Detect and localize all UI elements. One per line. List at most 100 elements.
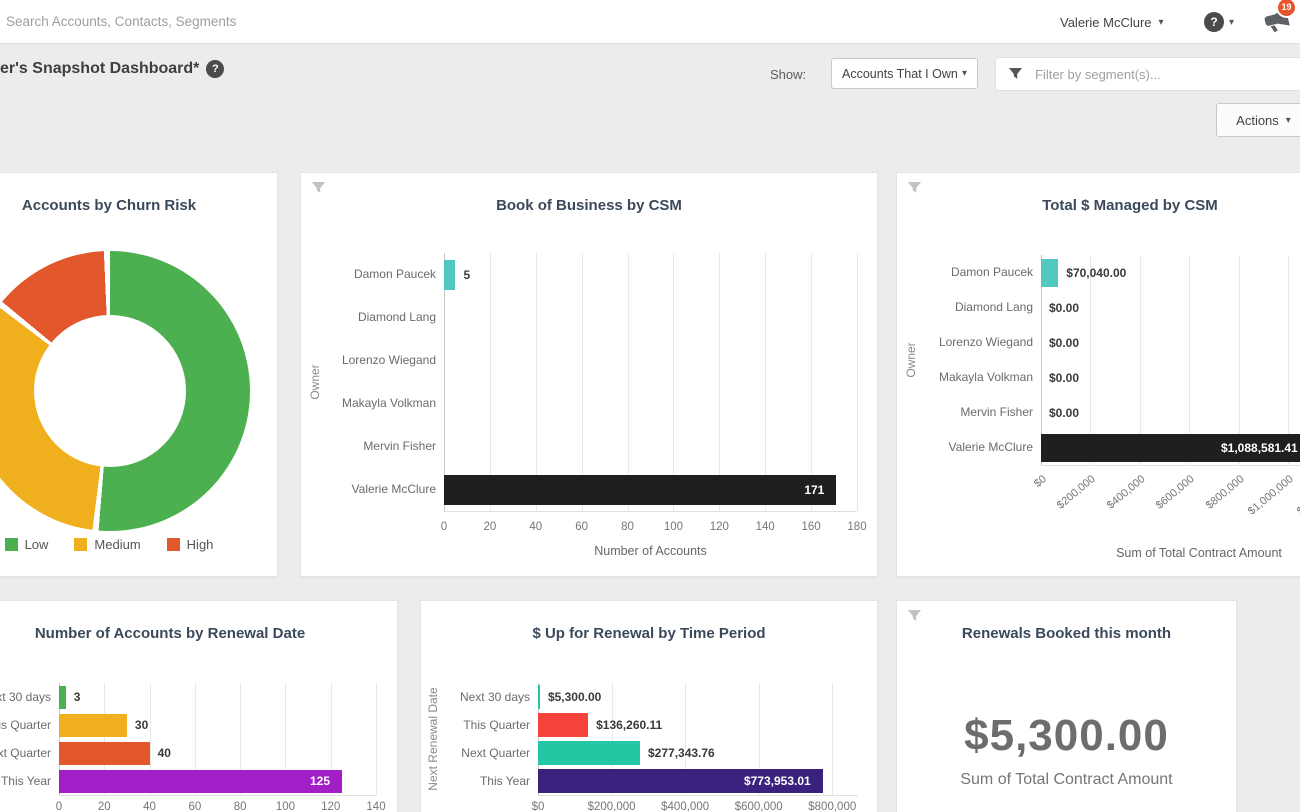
card-total-dollars-managed-by-csm: Total $ Managed by CSM $0$200,000$400,00…	[896, 172, 1300, 577]
axis-tick-label: $600,000	[735, 801, 783, 812]
axis-tick-label: 140	[366, 801, 385, 812]
bar-value-label: $0.00	[1049, 399, 1079, 427]
bar-value-label: $5,300.00	[548, 685, 601, 709]
show-dropdown-value: Accounts That I Own	[842, 67, 958, 81]
axis-tick-label: 20	[98, 801, 111, 812]
legend-swatch	[5, 538, 18, 551]
donut-chart[interactable]	[0, 251, 250, 531]
gridline	[765, 253, 766, 511]
bar-value-label: $0.00	[1049, 329, 1079, 357]
bar-value-label: 3	[74, 686, 81, 709]
axis-tick-label: 140	[756, 521, 775, 533]
bar-value-label: 125	[59, 770, 342, 793]
bar-chart: 020406080100120140Next 30 days3This Quar…	[0, 601, 397, 812]
user-name: Valerie McClure	[1060, 15, 1152, 30]
bar[interactable]	[59, 714, 127, 737]
chevron-down-icon: ▾	[1229, 17, 1234, 28]
category-label: Diamond Lang	[897, 290, 1033, 325]
bar-value-label: $277,343.76	[648, 741, 715, 765]
gridline	[832, 683, 833, 795]
card-accounts-by-churn-risk: Accounts by Churn Risk Low Medium High	[0, 172, 278, 577]
chart-legend: Low Medium High	[0, 537, 277, 552]
page-help-icon[interactable]: ?	[206, 60, 224, 78]
user-menu[interactable]: Valerie McClure ▾	[1060, 0, 1164, 44]
category-label: Diamond Lang	[301, 296, 436, 339]
category-label: Next Quarter	[0, 739, 51, 767]
actions-button[interactable]: Actions ▾	[1216, 103, 1300, 137]
bar[interactable]	[444, 260, 455, 290]
legend-label: High	[187, 537, 214, 552]
axis-tick-label: 60	[575, 521, 588, 533]
x-axis-line	[444, 511, 857, 512]
axis-tick-label: 0	[56, 801, 62, 812]
y-axis-title: Owner	[904, 342, 918, 377]
filter-icon	[1008, 67, 1023, 82]
show-dropdown[interactable]: Accounts That I Own ▾	[831, 58, 978, 89]
x-axis-line	[538, 795, 858, 796]
category-label: Next 30 days	[0, 683, 51, 711]
axis-tick-label: 40	[529, 521, 542, 533]
axis-tick-label: $1,200,000	[1295, 473, 1300, 518]
category-label: Valerie McClure	[897, 430, 1033, 465]
legend-item[interactable]: Medium	[74, 537, 140, 552]
chart-title: Renewals Booked this month	[897, 625, 1236, 642]
card-book-of-business-by-csm: Book of Business by CSM 0204060801001201…	[300, 172, 878, 577]
category-label: Damon Paucek	[897, 255, 1033, 290]
axis-tick-label: $800,000	[1203, 473, 1246, 512]
x-axis-line	[59, 795, 376, 796]
bar-value-label: $1,088,581.41	[1041, 434, 1300, 462]
legend-item[interactable]: Low	[5, 537, 49, 552]
axis-tick-label: $0	[532, 801, 545, 812]
axis-tick-label: $1,000,000	[1246, 473, 1296, 518]
bar[interactable]	[59, 742, 150, 765]
axis-tick-label: $600,000	[1154, 473, 1197, 512]
axis-tick-label: $800,000	[808, 801, 856, 812]
bar[interactable]	[538, 685, 540, 709]
y-axis-title: Next Renewal Date	[426, 687, 440, 790]
bar[interactable]	[1041, 259, 1058, 287]
bar[interactable]	[538, 741, 640, 765]
notification-badge: 19	[1276, 0, 1297, 18]
category-label: This Year	[0, 767, 51, 795]
gridline	[376, 683, 377, 795]
axis-tick-label: 0	[441, 521, 447, 533]
chart-title: Accounts by Churn Risk	[0, 197, 277, 214]
segment-filter-input[interactable]	[1035, 67, 1292, 82]
bar[interactable]	[59, 686, 66, 709]
metric-subtitle: Sum of Total Contract Amount	[897, 771, 1236, 789]
axis-tick-label: 80	[234, 801, 247, 812]
filter-icon[interactable]	[907, 609, 922, 624]
page-title: er's Snapshot Dashboard*	[0, 60, 199, 78]
metric-value: $5,300.00	[897, 711, 1236, 761]
axis-tick-label: 60	[188, 801, 201, 812]
bar-value-label: 5	[463, 260, 470, 290]
segment-filter[interactable]	[995, 57, 1300, 91]
axis-tick-label: 100	[664, 521, 683, 533]
axis-tick-label: 40	[143, 801, 156, 812]
y-axis-title: Owner	[308, 364, 322, 399]
legend-item[interactable]: High	[167, 537, 214, 552]
notifications-button[interactable]: 19	[1260, 4, 1300, 42]
global-search-input[interactable]	[6, 0, 426, 43]
card-number-of-accounts-by-renewal-date: Number of Accounts by Renewal Date 02040…	[0, 600, 398, 812]
axis-tick-label: 180	[847, 521, 866, 533]
axis-tick-label: 120	[710, 521, 729, 533]
legend-label: Medium	[94, 537, 140, 552]
axis-tick-label: $0	[1032, 473, 1049, 490]
chevron-down-icon: ▾	[1159, 17, 1164, 28]
bar[interactable]	[538, 713, 588, 737]
chevron-down-icon: ▾	[1286, 115, 1291, 126]
gridline	[536, 253, 537, 511]
axis-tick-label: $200,000	[1055, 473, 1098, 512]
gridline	[673, 253, 674, 511]
bar-chart: $0$200,000$400,000$600,000$800,000$1,000…	[897, 173, 1300, 576]
gridline	[490, 253, 491, 511]
topbar: Valerie McClure ▾ ? ▾ 19	[0, 0, 1300, 44]
axis-tick-label: 100	[276, 801, 295, 812]
x-axis-line	[1041, 465, 1300, 466]
axis-tick-label: $400,000	[661, 801, 709, 812]
axis-tick-label: $200,000	[588, 801, 636, 812]
legend-swatch	[74, 538, 87, 551]
gridline	[628, 253, 629, 511]
help-menu[interactable]: ? ▾	[1204, 0, 1234, 44]
